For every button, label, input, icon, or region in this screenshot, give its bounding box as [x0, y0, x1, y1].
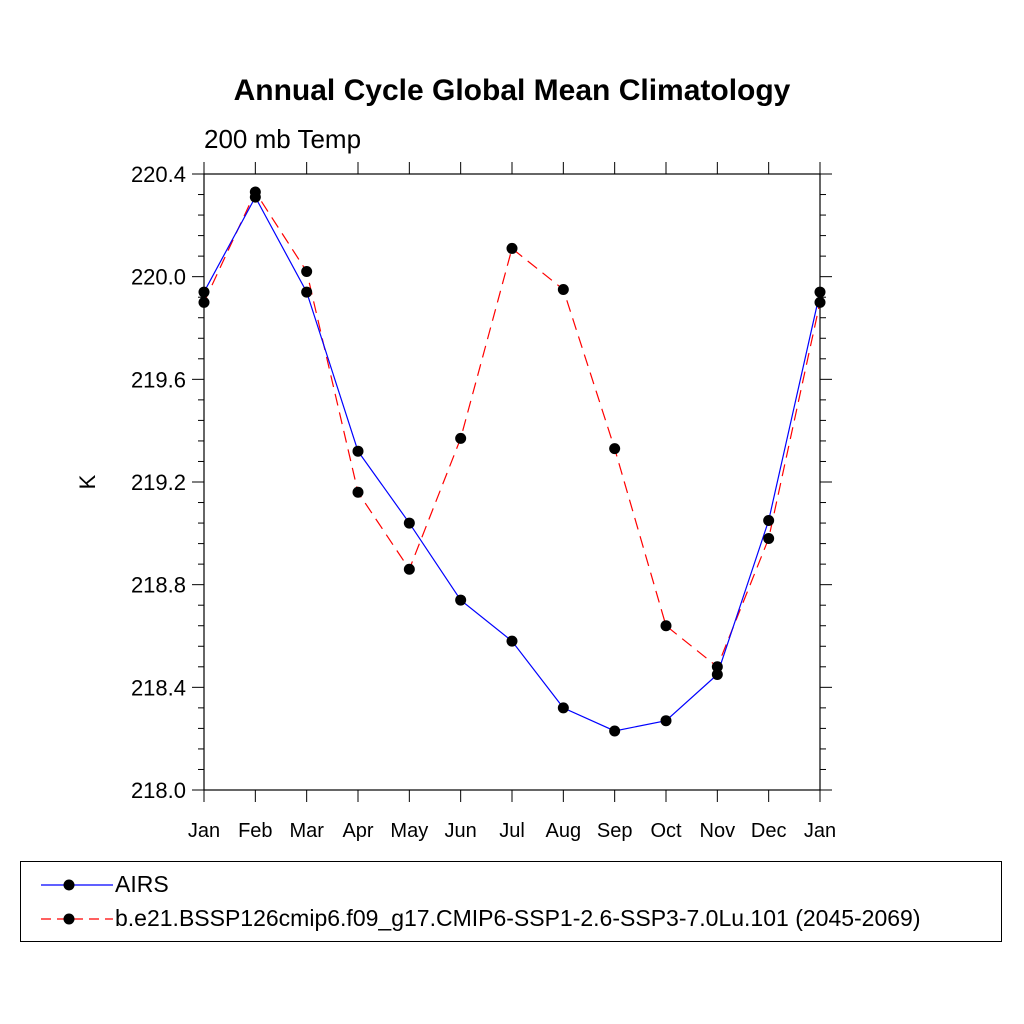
x-tick-label: Oct [650, 820, 682, 842]
point-airs-3 [352, 445, 364, 457]
point-airs-12 [814, 286, 826, 298]
y-tick-label: 218.8 [131, 573, 186, 598]
point-airs-5 [455, 594, 467, 606]
y-tick-label: 220.0 [131, 265, 186, 290]
point-airs-9 [660, 715, 672, 727]
y-axis-label: K [75, 474, 100, 489]
plot-border [203, 173, 821, 791]
x-tick-label: May [390, 820, 428, 842]
x-tick-label: Aug [546, 820, 582, 842]
legend-label-model: b.e21.BSSP126cmip6.f09_g17.CMIP6-SSP1-2.… [115, 905, 921, 931]
x-tick-label: Mar [289, 820, 324, 842]
point-model-12 [814, 296, 826, 308]
x-tick-label: Nov [700, 820, 736, 842]
point-model-7 [557, 284, 569, 295]
series-line-airs [203, 195, 821, 732]
legend-label-airs: AIRS [115, 871, 169, 897]
y-tick-label: 218.0 [131, 778, 186, 803]
point-model-2 [301, 266, 313, 278]
chart-title: Annual Cycle Global Mean Climatology [233, 74, 791, 107]
point-airs-11 [763, 515, 775, 526]
point-model-10 [711, 661, 723, 673]
series-line-model [203, 190, 821, 668]
y-tick-label: 220.4 [131, 162, 186, 187]
legend-item-airs: AIRS [21, 870, 1001, 900]
y-tick-label: 219.6 [131, 367, 186, 392]
x-tick-label: Apr [342, 820, 373, 842]
y-tick-label: 218.4 [131, 675, 186, 700]
legend-swatch-model [41, 913, 113, 925]
x-tick-label: Jan [804, 820, 836, 842]
plot-frame [203, 173, 821, 791]
legend-item-model: b.e21.BSSP126cmip6.f09_g17.CMIP6-SSP1-2.… [21, 904, 1001, 934]
y-tick-label: 219.2 [131, 470, 186, 495]
point-model-6 [506, 242, 518, 254]
x-tick-label: Sep [597, 820, 633, 842]
x-tick-label: Jul [499, 820, 525, 842]
point-model-8 [609, 443, 621, 455]
x-tick-label: Dec [751, 820, 787, 842]
point-model-4 [403, 563, 415, 575]
point-model-5 [455, 432, 467, 444]
line-chart: 218.0 218.4 218.8 219.2 219.6 220.0 220.4 Jan F… [75, 162, 836, 842]
point-airs-8 [609, 725, 621, 737]
x-tick-label: Feb [238, 820, 272, 842]
point-airs-6 [506, 635, 518, 647]
point-model-9 [660, 620, 672, 632]
point-airs-2 [301, 286, 313, 298]
x-axis-ticks: Jan Feb Mar Apr May Jun Jul Aug Sep Oct Nov Dec Jan [188, 162, 836, 842]
point-model-11 [763, 532, 775, 544]
point-airs-10 [711, 669, 723, 680]
legend: AIRS b.e21.BSSP126cmip6.f09_g17.CMIP6-SS… [20, 861, 1002, 942]
chart-subtitle: 200 mb Temp [204, 124, 362, 154]
point-airs-7 [557, 702, 569, 714]
x-tick-label: Jun [445, 820, 477, 842]
point-model-3 [352, 486, 364, 498]
point-airs-4 [403, 517, 415, 529]
y-axis-ticks: 218.0 218.4 218.8 219.2 219.6 220.0 220.4 [131, 162, 832, 803]
series-layer [198, 186, 826, 737]
point-model-0 [198, 296, 210, 308]
point-airs-1 [249, 191, 261, 203]
legend-swatch-airs [41, 879, 113, 891]
x-tick-label: Jan [188, 820, 220, 842]
point-airs-0 [198, 286, 210, 298]
